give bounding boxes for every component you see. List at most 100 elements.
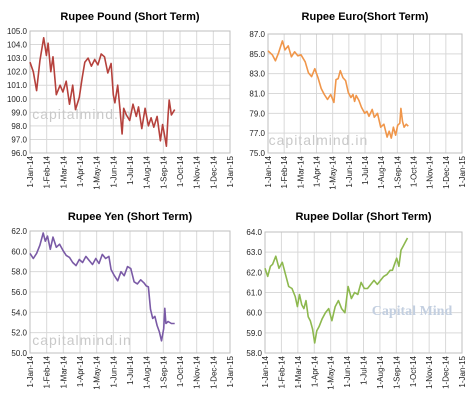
x-tick-label: 1-May-14 [93,355,102,389]
chart-panel-2: Rupee Yen (Short Term) 50.0 52.0 54.0 56.0 58… [11,211,235,390]
x-tick-label: 1-May-14 [329,155,338,189]
series-line [29,232,175,342]
y-tick-label: 50.0 [11,349,27,358]
y-tick-label: 96.0 [11,149,27,158]
x-tick-label: 1-Oct-14 [176,155,185,187]
y-tick-label: 60.0 [11,247,27,256]
x-tick-label: 1-Dec-14 [442,355,451,388]
y-tick-label: 87.0 [249,30,265,39]
x-tick-label: 1-Apr-14 [313,155,322,187]
x-tick-label: 1-Jan-15 [226,155,235,187]
x-tick-label: 1-Dec-14 [209,355,218,388]
x-tick-label: 1-Jun-14 [109,155,118,187]
y-tick-label: 64.0 [246,228,262,237]
x-tick-label: 1-May-14 [327,355,336,389]
x-tick-label: 1-Nov-14 [426,155,435,188]
chart-panel-0: Rupee Pound (Short Term) 96.0 97.0 98.0 99.0… [7,11,235,190]
x-tick-label: 1-Jul-14 [126,155,135,184]
y-tick-label: 58.0 [246,349,262,358]
y-tick-label: 61.0 [246,289,262,298]
x-tick-label: 1-Jan-14 [26,355,35,387]
chart-title: Rupee Pound (Short Term) [60,11,199,23]
y-tick-label: 98.0 [11,122,27,131]
x-tick-label: 1-Mar-14 [59,355,68,388]
x-tick-label: 1-Aug-14 [143,355,152,388]
chart-title: Rupee Yen (Short Term) [68,211,193,223]
brand-watermark: Capital Mind [372,304,453,319]
chart-panel-3: Rupee Dollar (Short Term) 58.0 59.0 60.0 61.… [246,211,467,390]
y-tick-label: 75.0 [249,149,265,158]
x-tick-label: 1-Jul-14 [361,155,370,184]
y-tick-label: 79.0 [249,109,265,118]
x-tick-label: 1-Aug-14 [143,155,152,188]
x-tick-label: 1-Mar-14 [294,355,303,388]
x-tick-label: 1-Jan-15 [458,155,467,187]
x-tick-label: 1-Jan-15 [226,355,235,387]
y-tick-label: 52.0 [11,329,27,338]
watermark: capitalmind.in [32,106,132,122]
y-tick-label: 54.0 [11,308,27,317]
x-tick-label: 1-Apr-14 [76,155,85,187]
y-tick-label: 100.0 [7,95,28,104]
x-tick-label: 1-Mar-14 [296,155,305,188]
chart-panel-1: Rupee Euro(Short Term) 75.0 77.0 79.0 81.0 83… [249,11,467,190]
plot-area [29,30,231,154]
y-tick-label: 101.0 [7,81,28,90]
x-tick-label: 1-Sep-14 [159,155,168,188]
x-tick-label: 1-Aug-14 [376,355,385,388]
y-tick-label: 104.0 [7,41,28,50]
x-tick-label: 1-Jan-14 [26,155,35,187]
x-tick-label: 1-Jun-14 [343,355,352,387]
y-tick-label: 99.0 [11,108,27,117]
watermark: capitalmind.in [269,132,369,148]
x-tick-label: 1-Feb-14 [43,155,52,188]
x-tick-label: 1-Jan-14 [261,355,270,387]
chart-title: Rupee Euro(Short Term) [302,11,429,23]
plot-area [264,231,463,354]
y-tick-label: 85.0 [249,50,265,59]
series-line [264,237,409,344]
x-tick-label: 1-Mar-14 [59,155,68,188]
x-tick-label: 1-Feb-14 [43,355,52,388]
x-tick-label: 1-Jan-14 [264,155,273,187]
y-tick-label: 60.0 [246,309,262,318]
y-tick-label: 105.0 [7,27,28,36]
x-tick-label: 1-Sep-14 [159,355,168,388]
y-tick-label: 63.0 [246,248,262,257]
x-tick-label: 1-Dec-14 [209,155,218,188]
x-tick-label: 1-Jun-14 [109,355,118,387]
x-tick-label: 1-Sep-14 [392,355,401,388]
y-tick-label: 83.0 [249,70,265,79]
y-tick-label: 59.0 [246,329,262,338]
x-tick-label: 1-Sep-14 [393,155,402,188]
y-tick-label: 62.0 [11,227,27,236]
x-tick-label: 1-Jun-14 [345,155,354,187]
chart-title: Rupee Dollar (Short Term) [295,211,431,223]
watermark: capitalmind.in [32,332,132,348]
x-tick-label: 1-Aug-14 [377,155,386,188]
x-tick-label: 1-Jan-15 [458,355,467,387]
x-tick-label: 1-Feb-14 [277,355,286,388]
x-tick-label: 1-May-14 [93,155,102,189]
plot-area [267,33,463,154]
x-tick-label: 1-Apr-14 [310,355,319,387]
series-line [29,37,176,147]
y-tick-label: 77.0 [249,129,265,138]
x-tick-label: 1-Jul-14 [126,355,135,384]
x-tick-label: 1-Nov-14 [193,155,202,188]
x-tick-label: 1-Nov-14 [425,355,434,388]
y-tick-label: 58.0 [11,268,27,277]
x-tick-label: 1-Jul-14 [360,355,369,384]
x-tick-label: 1-Oct-14 [409,355,418,387]
x-tick-label: 1-Feb-14 [280,155,289,188]
y-tick-label: 56.0 [11,288,27,297]
x-tick-label: 1-Dec-14 [442,155,451,188]
series-line [267,40,409,139]
y-tick-label: 103.0 [7,54,28,63]
y-tick-label: 102.0 [7,68,28,77]
x-tick-label: 1-Nov-14 [193,355,202,388]
x-tick-label: 1-Oct-14 [410,155,419,187]
y-tick-label: 62.0 [246,268,262,277]
y-tick-label: 81.0 [249,90,265,99]
